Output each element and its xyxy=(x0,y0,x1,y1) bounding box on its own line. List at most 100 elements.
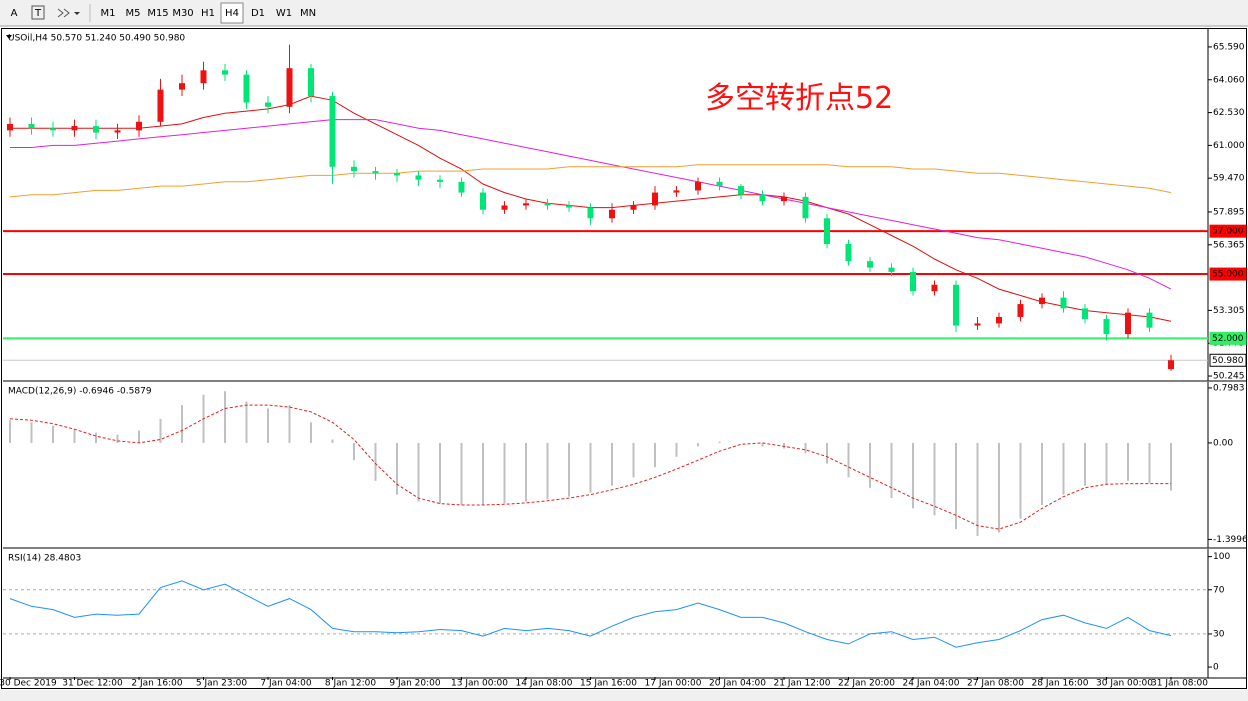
x-tick-label: 2 Jan 16:00 xyxy=(131,679,183,689)
candle-body xyxy=(1082,308,1088,320)
objects-dropdown[interactable] xyxy=(74,12,80,15)
candle-body xyxy=(910,271,916,292)
candle-body xyxy=(200,70,207,84)
panel-title: RSI(14) 28.4803 xyxy=(8,554,81,564)
y-tick-label: 59.470 xyxy=(1213,174,1245,184)
timeframe-button[interactable]: W1 xyxy=(276,8,292,19)
candle-body xyxy=(308,68,314,97)
annotation: 多空转折点52 xyxy=(705,81,893,116)
candle-body xyxy=(93,126,99,133)
candle-body xyxy=(974,323,981,326)
candle-body xyxy=(931,284,938,292)
x-tick-label: 13 Jan 00:00 xyxy=(451,679,508,689)
candle-body xyxy=(781,196,787,202)
signal-line xyxy=(9,404,1171,530)
candle-body xyxy=(845,244,852,262)
candle-body xyxy=(1103,319,1110,335)
candle-body xyxy=(953,284,959,326)
x-tick-label: 27 Jan 08:00 xyxy=(967,679,1024,689)
textbox-tool[interactable] xyxy=(31,5,45,20)
timeframe-button[interactable]: M30 xyxy=(172,8,193,19)
x-tick-label: 31 Dec 12:00 xyxy=(62,679,123,689)
x-tick-label: 14 Jan 08:00 xyxy=(516,679,573,689)
y-tick-label: 65.590 xyxy=(1213,42,1245,52)
candle-body xyxy=(802,196,809,219)
active-timeframe xyxy=(220,2,244,24)
candle-body xyxy=(1168,360,1174,370)
panel-menu-marker xyxy=(6,35,12,39)
x-tick-label: 21 Jan 12:00 xyxy=(774,679,831,689)
tab-bar xyxy=(0,690,1248,701)
panel-title: USOil,H4 50.570 51.240 50.490 50.980 xyxy=(8,34,185,44)
candle-body xyxy=(222,70,228,75)
y-tick-label: 53.305 xyxy=(1213,306,1245,316)
candle-body xyxy=(157,89,164,122)
candle-body xyxy=(867,261,873,268)
y-tick-label: 0 xyxy=(1213,663,1219,673)
y-tick-label: 0.00 xyxy=(1213,438,1233,448)
x-tick-label: 28 Jan 16:00 xyxy=(1032,679,1089,689)
candle-body xyxy=(286,68,293,107)
candle-body xyxy=(394,173,400,176)
candle-body xyxy=(114,130,121,133)
y-tick-label: 0.7983 xyxy=(1213,383,1245,393)
y-tick-label: 30 xyxy=(1213,629,1225,639)
candle-body xyxy=(652,192,658,206)
timeframe-button[interactable]: MN xyxy=(300,8,316,19)
timeframe-button[interactable]: H1 xyxy=(201,8,215,19)
candle-body xyxy=(587,207,594,219)
y-tick-label: 64.060 xyxy=(1213,75,1245,85)
x-tick-label: 24 Jan 04:00 xyxy=(903,679,960,689)
candle-body xyxy=(824,218,830,245)
text-tool[interactable]: A xyxy=(11,8,18,19)
y-tick-label: 70 xyxy=(1213,585,1225,595)
level-label: 57.000 xyxy=(1212,227,1244,237)
y-tick-label: 61.000 xyxy=(1213,141,1245,151)
timeframe-button[interactable]: M5 xyxy=(126,8,141,19)
timeframe-button[interactable]: D1 xyxy=(251,8,265,19)
x-tick-label: 30 Jan 00:00 xyxy=(1096,679,1153,689)
candle-body xyxy=(50,128,56,131)
candle-body xyxy=(329,96,336,167)
candle-body xyxy=(1060,297,1067,309)
candle-body xyxy=(888,267,895,272)
indicator-line xyxy=(9,580,1172,648)
candle-body xyxy=(1017,304,1024,317)
candle-body xyxy=(179,83,185,90)
timeframe-button[interactable]: M15 xyxy=(147,8,168,19)
y-tick-label: 56.365 xyxy=(1213,240,1245,250)
candle-body xyxy=(372,171,379,174)
x-tick-label: 7 Jan 04:00 xyxy=(260,679,312,689)
candle-body xyxy=(501,205,508,210)
y-tick-label: 100 xyxy=(1213,552,1230,562)
x-tick-label: 8 Jan 12:00 xyxy=(325,679,377,689)
candle-body xyxy=(71,126,78,131)
x-tick-label: 30 Dec 2019 xyxy=(0,679,57,689)
timeframe-button[interactable]: M1 xyxy=(101,8,116,19)
candle-body xyxy=(458,181,465,193)
candle-body xyxy=(759,194,766,202)
level-label: 55.000 xyxy=(1212,270,1244,280)
candle-body xyxy=(544,203,551,206)
timeframe-button[interactable]: H4 xyxy=(225,8,239,19)
indicator-line xyxy=(9,164,1172,198)
candle-body xyxy=(1125,312,1131,335)
candle-body xyxy=(28,123,35,129)
candle-body xyxy=(673,190,680,193)
x-tick-label: 17 Jan 00:00 xyxy=(645,679,702,689)
level-label-box xyxy=(1209,267,1247,281)
candle-body xyxy=(996,316,1002,324)
candle-body xyxy=(136,121,142,131)
indicator-line xyxy=(10,119,1172,290)
plots: 65.590 64.060 62.530 61.000 59.470 57.895 56.3… xyxy=(0,29,1248,689)
candle-body xyxy=(695,181,701,191)
candle-body xyxy=(415,175,422,180)
y-tick-label: 62.530 xyxy=(1213,108,1245,118)
x-tick-label: 31 Jan 08:00 xyxy=(1151,679,1208,689)
candle-body xyxy=(351,166,357,172)
panel-title: MACD(12,26,9) -0.6946 -0.5879 xyxy=(8,387,152,397)
y-tick-label: 50.245 xyxy=(1213,372,1245,382)
candle-body xyxy=(1039,297,1045,305)
objects-tool[interactable] xyxy=(57,8,70,18)
